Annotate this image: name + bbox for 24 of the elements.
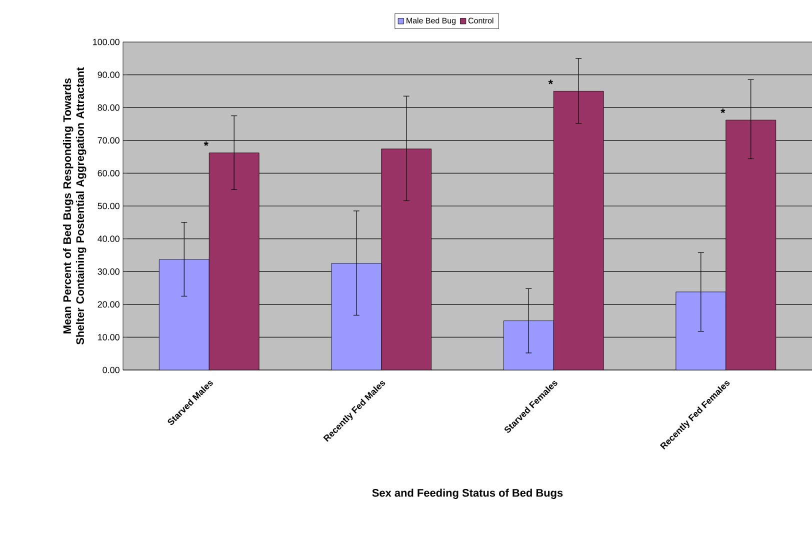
y-tick-label: 100.00	[93, 38, 120, 46]
y-tick-label: 20.00	[98, 301, 120, 308]
bar	[503, 320, 554, 370]
y-tick-label: 80.00	[98, 104, 120, 111]
y-tick-label: 30.00	[98, 268, 120, 275]
bar	[158, 259, 210, 370]
bar	[726, 120, 776, 370]
annotation: *	[204, 141, 208, 146]
y-tick-label: 70.00	[98, 137, 120, 144]
annotation: *	[548, 80, 553, 84]
x-axis-title: Sex and Feeding Status of Bed Bugs	[372, 488, 563, 499]
y-tick-label: 50.00	[98, 202, 120, 210]
y-tick-label: 40.00	[98, 236, 120, 242]
y-tick-label: 60.00	[98, 170, 120, 176]
bar	[331, 263, 382, 370]
bar	[676, 292, 726, 370]
bar	[208, 152, 260, 370]
y-tick-label: 0.00	[102, 366, 120, 374]
y-tick-label: 90.00	[98, 72, 120, 78]
annotation: *	[720, 108, 726, 114]
y-tick-label: 10.00	[98, 334, 120, 340]
y-axis-title: Mean Percent of Bed Bugs Responding Towards Shelter Containing Postential Aggregation Attractant	[63, 67, 86, 345]
bar	[381, 148, 432, 370]
bar	[553, 90, 604, 370]
